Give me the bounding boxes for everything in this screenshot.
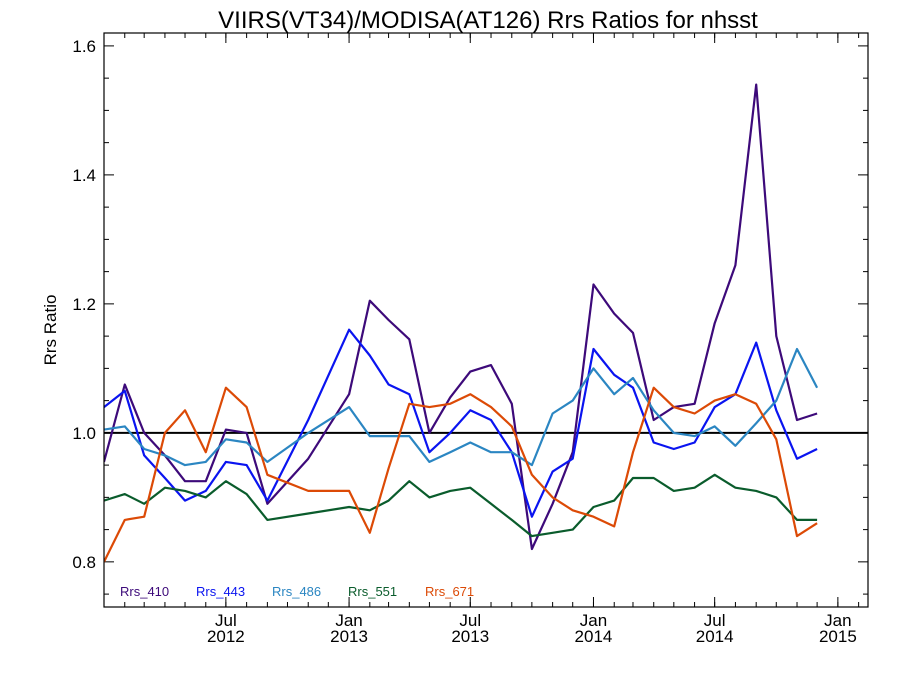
series-line-rrs_486 [104, 347, 819, 467]
y-tick-label: 1.6 [72, 37, 96, 56]
chart-title: VIIRS(VT34)/MODISA(AT126) Rrs Ratios for… [218, 7, 758, 34]
legend-entry-rrs_410: Rrs_410 [120, 584, 169, 599]
x-tick-month-label: Jan [335, 611, 362, 630]
x-tick-year-label: 2015 [819, 627, 857, 646]
series-line-rrs_551 [104, 473, 818, 538]
series-line-rrs_410 [104, 83, 818, 551]
legend-entry-rrs_551: Rrs_551 [348, 584, 397, 599]
y-tick-label: 1.4 [72, 166, 96, 185]
legend-entry-rrs_486: Rrs_486 [272, 584, 321, 599]
legend-entry-rrs_443: Rrs_443 [196, 584, 245, 599]
series-line-rrs_443 [104, 328, 818, 518]
x-tick-month-label: Jul [704, 611, 726, 630]
x-tick-year-label: 2012 [207, 627, 245, 646]
x-tick-month-label: Jan [580, 611, 607, 630]
x-tick-month-label: Jul [215, 611, 237, 630]
series-line-rrs_671 [104, 386, 818, 563]
y-tick-label: 0.8 [72, 553, 96, 572]
y-tick-label: 1.2 [72, 295, 96, 314]
x-tick-year-label: 2013 [330, 627, 368, 646]
legend-entry-rrs_671: Rrs_671 [425, 584, 474, 599]
y-tick-label: 1.0 [72, 424, 96, 443]
x-tick-month-label: Jan [824, 611, 851, 630]
x-tick-month-label: Jul [459, 611, 481, 630]
x-tick-year-label: 2014 [575, 627, 613, 646]
y-axis-label: Rrs Ratio [41, 295, 60, 366]
plot-frame [103, 32, 869, 608]
x-tick-year-label: 2014 [696, 627, 734, 646]
x-tick-year-label: 2013 [451, 627, 489, 646]
